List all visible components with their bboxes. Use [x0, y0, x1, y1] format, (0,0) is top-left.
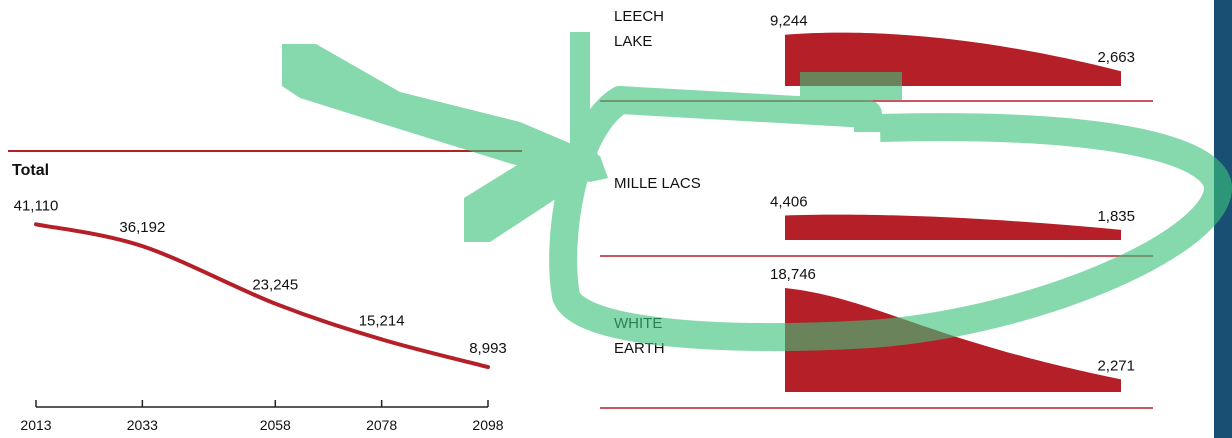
highlighter-annotation [282, 32, 1232, 352]
data-label: 23,245 [252, 277, 298, 294]
x-tick-label: 2098 [472, 417, 503, 433]
panel: MILLE LACS 4,406 1,835 [600, 175, 1153, 257]
chart-title: Total [12, 162, 49, 179]
panel-name: LAKE [614, 33, 652, 50]
start-value-label: 4,406 [770, 194, 808, 211]
total-line-chart: Total 41,110 36,192 23,245 15,214 8,993 2013… [8, 150, 522, 433]
data-label: 36,192 [119, 219, 165, 236]
area-shape [785, 288, 1121, 392]
panel-name: LEECH [614, 8, 664, 25]
start-value-label: 18,746 [770, 266, 816, 283]
x-tick-label: 2058 [260, 417, 291, 433]
data-labels: 41,110 36,192 23,245 15,214 8,993 [14, 197, 507, 357]
end-value-label: 2,271 [1097, 357, 1135, 374]
highlighter-block-top [800, 72, 902, 100]
x-axis-ticks: 2013 2033 2058 2078 2098 [20, 400, 504, 433]
end-value-label: 2,663 [1097, 49, 1135, 66]
x-tick-label: 2013 [20, 417, 51, 433]
data-label: 15,214 [359, 312, 405, 329]
x-tick-label: 2033 [127, 417, 158, 433]
data-label: 8,993 [469, 340, 507, 357]
area-shape [785, 214, 1121, 240]
end-value-label: 1,835 [1097, 208, 1135, 225]
x-tick-label: 2078 [366, 417, 397, 433]
total-series-line [34, 222, 490, 370]
highlighter-loop [549, 86, 1232, 352]
start-value-label: 9,244 [770, 13, 808, 30]
highlighter-stroke-diagonal [282, 44, 608, 182]
panel-name: MILLE LACS [614, 175, 701, 192]
data-label: 41,110 [14, 197, 59, 214]
edge-bar [1214, 0, 1232, 438]
